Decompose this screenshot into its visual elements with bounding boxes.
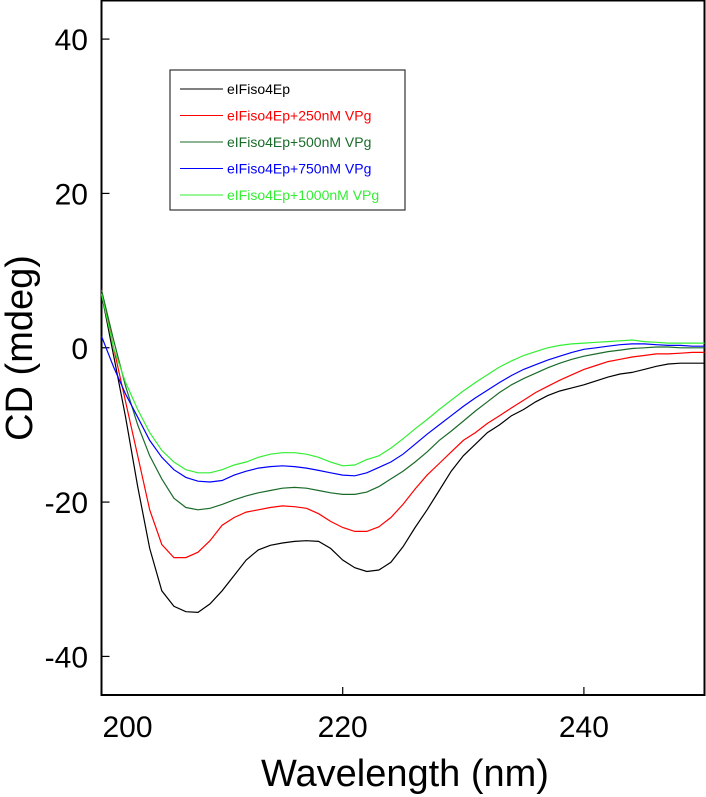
y-tick-label: 0: [71, 333, 88, 366]
legend-label: eIFiso4Ep+500nM VPg: [227, 134, 371, 150]
x-tick-label: 220: [318, 711, 368, 744]
x-tick-label: 200: [102, 711, 152, 744]
y-axis-label: CD (mdeg): [0, 255, 41, 441]
y-tick-label: -40: [45, 641, 88, 674]
y-tick-label: -20: [45, 487, 88, 520]
x-axis-label: Wavelength (nm): [261, 753, 549, 795]
series-line-4: [100, 293, 705, 474]
y-tick-label: 40: [55, 24, 88, 57]
series-line-1: [100, 289, 705, 559]
series-line-3: [100, 335, 705, 483]
legend: eIFiso4Ep eIFiso4Ep+250nM VPg eIFiso4Ep+50…: [169, 69, 406, 211]
legend-label: eIFiso4Ep+250nM VPg: [227, 108, 371, 124]
legend-label: eIFiso4Ep+1000nM VPg: [227, 187, 379, 203]
legend-label: eIFiso4Ep+750nM VPg: [227, 161, 371, 177]
y-tick-label: 20: [55, 178, 88, 211]
series-line-2: [100, 289, 705, 511]
x-tick-label: 240: [559, 711, 609, 744]
legend-box: [169, 69, 406, 211]
legend-label: eIFiso4Ep: [227, 81, 290, 97]
series-line-0: [100, 293, 705, 614]
